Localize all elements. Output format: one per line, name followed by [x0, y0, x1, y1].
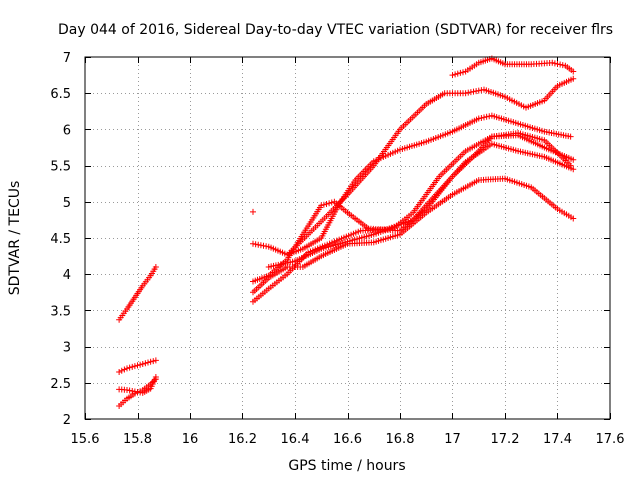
- data-point: [470, 88, 477, 95]
- series-track-6: [286, 75, 577, 256]
- x-tick-label: 16.8: [386, 432, 415, 447]
- y-tick-label: 6: [63, 123, 71, 138]
- data-point: [124, 365, 130, 372]
- y-tick-labels: 2 2.5 3 3.5 4 4.5 5 5.5 6 6.5 7: [50, 51, 71, 428]
- data-point: [134, 362, 141, 369]
- data-point: [152, 357, 159, 364]
- x-tick-label: 17.4: [543, 432, 572, 447]
- y-tick-label: 6.5: [50, 87, 71, 102]
- y-tick-label: 3: [63, 341, 71, 356]
- data-point: [147, 358, 154, 365]
- data-point: [323, 200, 330, 207]
- data-point: [570, 68, 577, 75]
- data-markers: [116, 55, 577, 409]
- data-point: [152, 263, 159, 270]
- data-point: [570, 215, 577, 222]
- data-point: [328, 199, 335, 206]
- x-tick-label: 16.6: [333, 432, 362, 447]
- data-point: [139, 360, 146, 367]
- x-tick-label: 16.2: [228, 432, 257, 447]
- series-early-track-a: [116, 263, 159, 323]
- data-point: [320, 201, 327, 208]
- x-tick-label: 15.8: [123, 432, 152, 447]
- data-point: [126, 364, 133, 371]
- data-point: [131, 390, 138, 397]
- data-point: [559, 62, 566, 69]
- data-point: [486, 113, 493, 120]
- data-point: [118, 367, 125, 374]
- series-track-7: [449, 55, 577, 79]
- data-point: [454, 70, 461, 77]
- data-point: [554, 60, 561, 67]
- data-point: [557, 61, 564, 68]
- y-tick-label: 3.5: [50, 304, 71, 319]
- x-tick-label: 16: [182, 432, 199, 447]
- y-tick-label: 4.5: [50, 232, 71, 247]
- data-point: [116, 368, 123, 375]
- y-tick-label: 7: [63, 51, 71, 66]
- data-point: [483, 113, 490, 120]
- data-point: [462, 90, 469, 97]
- data-point: [134, 389, 141, 396]
- x-axis-label: GPS time / hours: [288, 458, 405, 474]
- data-point: [478, 114, 485, 121]
- data-point: [473, 88, 480, 95]
- plot-frame: [84, 56, 611, 420]
- data-point: [326, 200, 333, 207]
- data-point: [549, 59, 556, 66]
- x-tick-labels: 15.6 15.8 16 16.2 16.4 16.6 16.8 17 17.2 17.4 17.6: [71, 432, 625, 447]
- y-tick-label: 5: [63, 196, 71, 211]
- data-point: [152, 376, 159, 383]
- x-tick-label: 17.6: [596, 432, 625, 447]
- data-point: [551, 60, 558, 67]
- y-tick-label: 2.5: [50, 377, 71, 392]
- series-early-track-b: [116, 357, 159, 375]
- x-tick-label: 16.4: [281, 432, 310, 447]
- data-point: [131, 363, 138, 370]
- data-point: [570, 156, 577, 163]
- y-tick-label: 4: [63, 268, 71, 283]
- axis-ticks: [85, 57, 611, 420]
- data-point: [460, 69, 466, 76]
- data-point: [570, 75, 577, 82]
- data-point: [129, 363, 136, 370]
- chart-title: Day 044 of 2016, Sidereal Day-to-day VTE…: [58, 22, 613, 38]
- data-point: [318, 202, 325, 209]
- data-point: [449, 72, 456, 79]
- data-point: [567, 133, 574, 140]
- data-point: [467, 89, 474, 96]
- data-point: [142, 360, 149, 367]
- x-tick-label: 17.2: [491, 432, 520, 447]
- series-early-track-d: [116, 376, 159, 409]
- data-point: [475, 87, 482, 94]
- y-tick-label: 2: [63, 413, 71, 428]
- y-axis-label: SDTVAR / TECUs: [7, 181, 23, 296]
- data-point: [570, 166, 577, 173]
- data-point: [137, 388, 144, 395]
- data-point: [150, 358, 157, 365]
- data-point: [481, 114, 487, 121]
- series-isolated: [250, 208, 256, 215]
- data-point: [465, 89, 472, 96]
- data-point: [475, 115, 482, 122]
- x-tick-label: 17: [444, 432, 461, 447]
- data-point: [121, 366, 128, 373]
- series-track-5: [265, 132, 577, 270]
- y-tick-label: 5.5: [50, 160, 71, 175]
- data-point: [137, 361, 144, 368]
- x-tick-label: 15.6: [71, 432, 100, 447]
- data-point: [145, 359, 151, 366]
- data-point: [250, 208, 256, 215]
- data-point: [452, 71, 459, 78]
- data-point: [457, 69, 464, 76]
